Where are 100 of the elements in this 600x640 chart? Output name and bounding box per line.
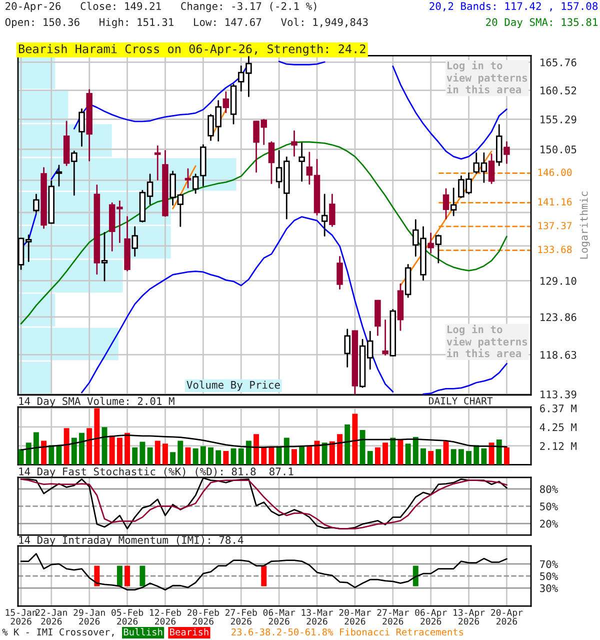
text: 20,2 Bands: 117.42 , 157.08 (430, 2, 598, 12)
y-tick-label: 30% (540, 584, 558, 592)
ref-line-label: 133.68 (538, 246, 572, 254)
candlestick (382, 320, 388, 356)
bar (268, 447, 274, 465)
text: Volume By Price (186, 380, 280, 391)
bar (162, 444, 168, 465)
bar (238, 448, 244, 465)
bar (374, 447, 380, 465)
bar (466, 450, 472, 465)
candlestick (222, 91, 230, 114)
bar (185, 447, 191, 465)
bar (284, 438, 290, 465)
bar (382, 442, 388, 465)
y-tick-label: 6.37 M (540, 404, 577, 412)
bar (86, 428, 92, 465)
bar (306, 446, 312, 465)
bar (94, 408, 100, 465)
bar (420, 448, 426, 465)
bar (208, 447, 214, 465)
bar (436, 449, 442, 465)
bar (178, 440, 184, 465)
text: 20 Day SMA: 135.81 (486, 18, 598, 28)
bar (474, 445, 480, 465)
y-tick-label: 50% (540, 572, 558, 580)
bar (496, 440, 502, 465)
bar (299, 446, 305, 465)
candlestick (101, 232, 108, 282)
bar (428, 450, 434, 465)
x-tick-label: 06-Mar 2026 (263, 609, 296, 625)
y-tick-label: 118.63 (540, 350, 576, 359)
y-tick-label: 4.25 M (540, 423, 577, 432)
candlestick (184, 168, 192, 188)
candlestick (56, 164, 62, 187)
bar (352, 414, 358, 465)
x-tick-label: 06-Apr 2026 (415, 609, 447, 625)
bar (71, 438, 77, 465)
y-axis-title: Logarithmic (580, 192, 590, 259)
y-tick-label: 160.52 (540, 86, 576, 94)
x-tick-label: 15-Jan 2026 (6, 609, 37, 625)
annotation: Bearish Harami Cross on 06-Apr-26, Strength: 24.2 (18, 44, 366, 56)
annotation: Log in to view patterns in this area (446, 60, 528, 94)
candlestick (154, 145, 161, 180)
bar (405, 444, 411, 465)
x-tick-label: 22-Jan 2026 (36, 609, 67, 625)
bar (344, 424, 350, 465)
chart-subtitle: Open: 150.36 High: 151.31 Low: 147.67 Vol: 1,949,843 (5, 18, 368, 28)
candlestick (336, 256, 343, 290)
candlestick (344, 328, 350, 368)
bar (223, 450, 229, 465)
annotation: Log in to view patterns in this area (446, 324, 528, 358)
y-tick-label: 80% (540, 485, 558, 494)
bar (79, 432, 84, 465)
x-tick-label: 27-Mar 2026 (377, 609, 409, 625)
ref-line-label: 141.16 (538, 198, 572, 206)
line-series (20, 553, 508, 591)
candlestick (33, 194, 40, 214)
candlestick (268, 141, 275, 184)
bar (230, 448, 236, 465)
bar (33, 432, 39, 465)
x-tick-label: 05-Feb 2026 (112, 608, 144, 625)
y-tick-label: 123.86 (540, 313, 576, 322)
line-series (20, 434, 508, 451)
bar (48, 445, 54, 465)
bar (360, 430, 366, 465)
candlestick (329, 194, 336, 227)
chart-title: 14 Day Intraday Momentum (IMI): 78.4 (19, 536, 244, 546)
bar (488, 442, 494, 465)
ref-line-label: 137.37 (538, 222, 572, 230)
y-tick-label: 70% (540, 560, 558, 568)
bar (154, 440, 160, 465)
y-tick-label: 2.12 M (540, 442, 577, 450)
candlestick (298, 142, 305, 182)
x-tick-label: 20-Mar 2026 (339, 609, 371, 625)
bar (254, 434, 260, 465)
bar (192, 448, 198, 465)
bar (504, 447, 510, 465)
text: % K - IMI Crossover, (2, 628, 114, 637)
bar (116, 438, 122, 465)
bar (216, 450, 222, 465)
x-tick-label: 29-Jan 2026 (74, 609, 105, 625)
bar (109, 436, 115, 465)
candlestick (504, 141, 510, 164)
bar (450, 449, 456, 465)
bar (329, 441, 335, 465)
bar (390, 438, 396, 465)
candlestick (450, 188, 457, 216)
bar (41, 440, 47, 465)
candlestick (435, 234, 442, 264)
y-tick-label: 50% (540, 502, 558, 510)
y-tick-label: 113.39 (540, 390, 576, 398)
bar (412, 436, 418, 465)
text: 23.6-38.2-50-61.8% Fibonacci Retracements (232, 628, 464, 636)
x-tick-label: 20-Feb 2026 (188, 608, 219, 625)
ref-line-label: 146.00 (538, 168, 572, 176)
bar (56, 445, 62, 465)
chart-title: 14 Day SMA Volume: 2.01 M (19, 396, 174, 408)
candlestick (291, 130, 298, 157)
candlestick (321, 194, 328, 237)
bar (458, 449, 464, 465)
